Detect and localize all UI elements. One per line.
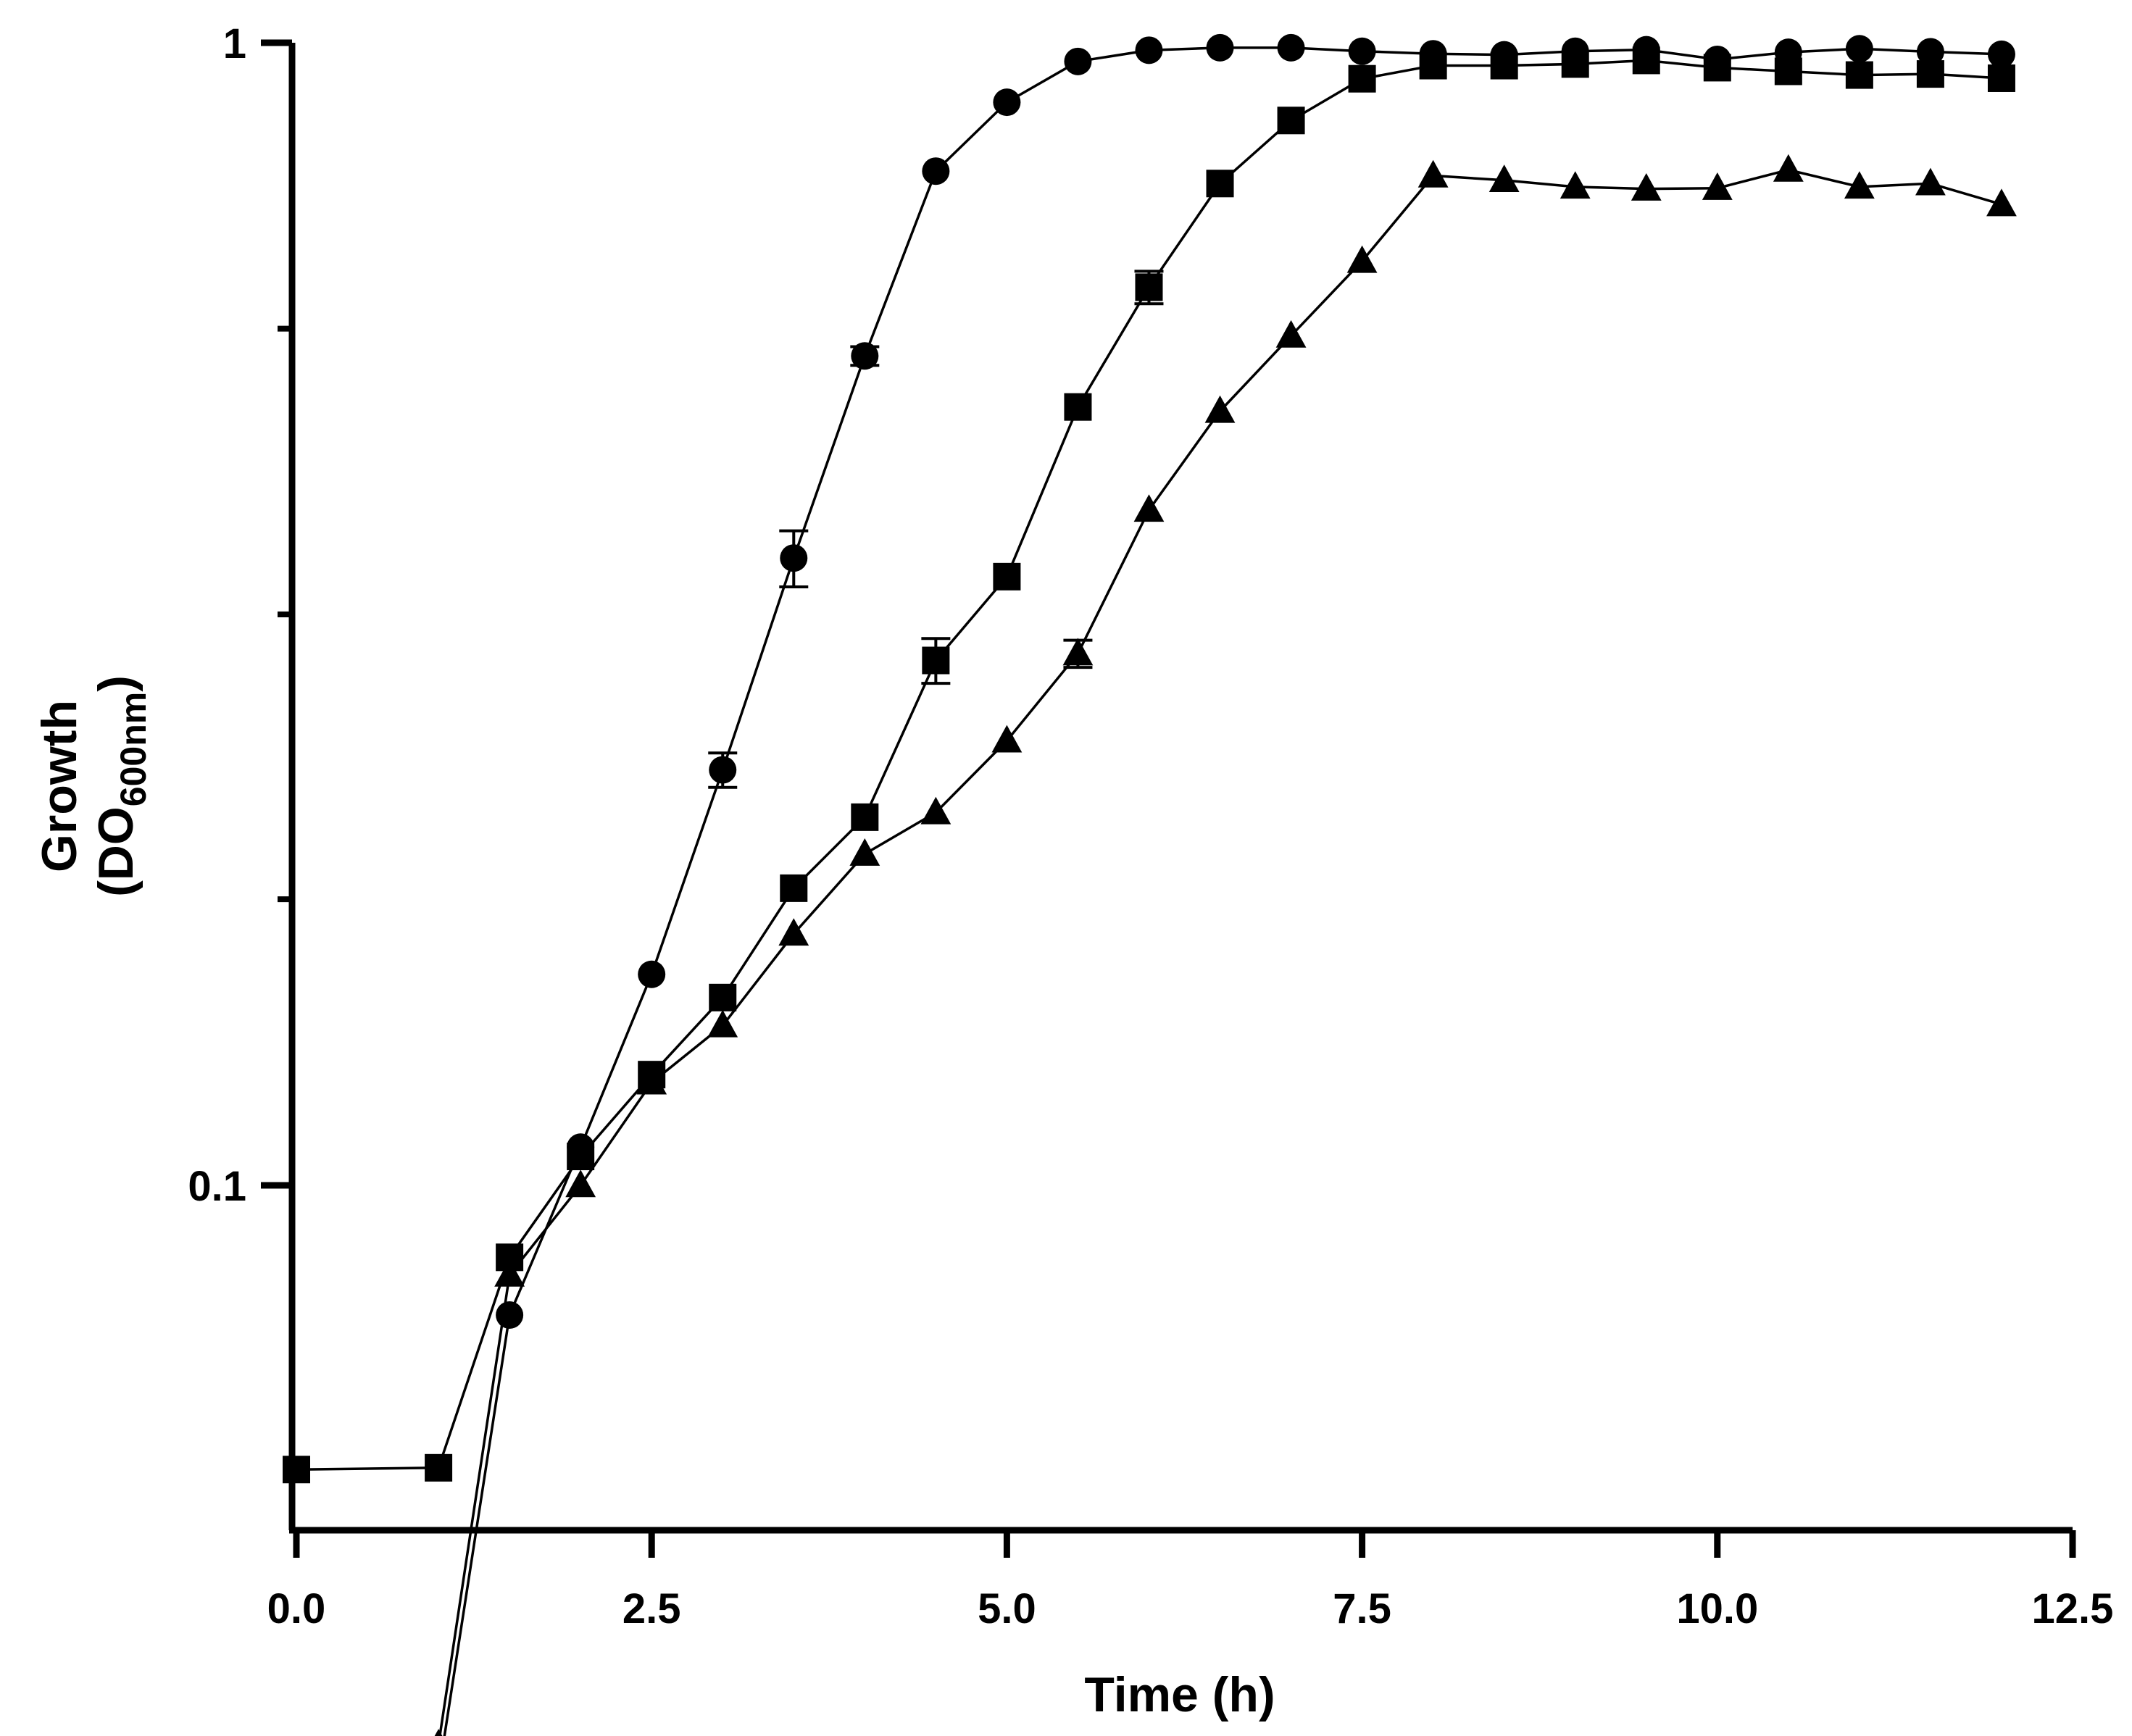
data-point-triangle [991,725,1023,753]
x-tick-label: 12.5 [2032,1585,2114,1632]
series-square [283,46,2015,1484]
data-point-square [780,874,808,902]
data-point-triangle [1773,154,1804,182]
data-point-square [709,983,737,1011]
data-point-triangle [565,1169,596,1198]
data-point-triangle [1204,395,1236,423]
data-point-triangle [636,1067,667,1095]
data-point-triangle [1844,171,1875,199]
x-tick-label: 10.0 [1676,1585,1758,1632]
y-tick-label: 1 [223,20,246,67]
data-point-square [1206,170,1234,198]
data-point-square [1135,273,1163,301]
data-point-square [1419,51,1447,80]
data-point-triangle [920,796,952,825]
data-point-circle [1064,47,1092,75]
data-point-circle [1135,36,1163,64]
data-point-triangle [849,838,880,866]
data-point-square [1064,393,1092,421]
data-point-circle [993,88,1021,117]
data-point-triangle [1275,320,1307,348]
data-point-circle [1206,33,1234,62]
axes [288,43,2073,1534]
x-tick-label: 5.0 [978,1585,1036,1632]
data-point-square [1348,64,1376,93]
series [283,33,2017,1736]
data-point-triangle [434,1729,443,1736]
data-point-triangle [494,1259,525,1287]
y-axis-title: Growth (DO600nm) [32,675,154,897]
data-point-triangle [778,918,809,946]
data-point-circle [638,960,666,988]
data-point-square [1632,46,1660,75]
x-tick-label: 7.5 [1333,1585,1391,1632]
data-point-square [1916,60,1944,88]
data-point-triangle [1915,167,1946,196]
data-point-circle [709,756,737,784]
data-point-square [1774,57,1802,85]
data-point-triangle [1631,172,1662,201]
data-point-square [283,1456,310,1484]
data-point-triangle [1986,188,2017,217]
data-point-circle [1916,38,1944,66]
data-point-square [1561,50,1589,78]
data-point-circle [851,342,879,370]
y-tick-label: 0.1 [188,1163,246,1210]
data-point-square [1277,107,1305,135]
data-point-triangle [1560,171,1591,199]
data-point-circle [496,1301,524,1330]
x-tick-label: 2.5 [622,1585,681,1632]
data-point-triangle [1488,164,1520,193]
data-point-square [993,562,1021,591]
data-point-circle [1987,40,2015,68]
data-point-triangle [707,1009,738,1038]
data-point-circle [922,157,950,185]
data-point-triangle [1346,245,1378,273]
ticks: 0.0 2.5 5.0 7.5 10.0 12.5 0.1 1 [188,20,2114,1632]
data-point-circle [780,544,808,572]
data-point-triangle [1062,638,1094,666]
series-line [438,168,2002,1736]
data-point-circle [1845,35,1873,63]
data-point-square [1845,61,1873,89]
data-point-square [922,646,950,675]
data-point-square [1490,51,1518,80]
y-axis-title-suffix: ) [88,675,143,692]
x-tick-label: 0.0 [267,1585,326,1632]
data-point-square [1703,54,1731,82]
data-point-triangle [1702,172,1733,200]
y-axis-title-subscript: 600nm [113,692,154,806]
data-point-circle [1348,37,1376,65]
data-point-triangle [1133,494,1165,522]
y-axis-title-line1: Growth [32,700,87,872]
data-point-square [1987,64,2015,92]
data-point-square [567,1143,595,1171]
data-point-square [425,1453,453,1482]
data-point-triangle [1417,159,1449,188]
y-axis-title-line2: (DO600nm) [88,675,154,897]
data-point-circle [1277,33,1305,62]
x-axis-title: Time (h) [1084,1667,1275,1722]
series-triangle [434,154,2017,1736]
data-point-square [851,803,879,831]
y-axis-title-prefix: (DO [88,806,143,897]
